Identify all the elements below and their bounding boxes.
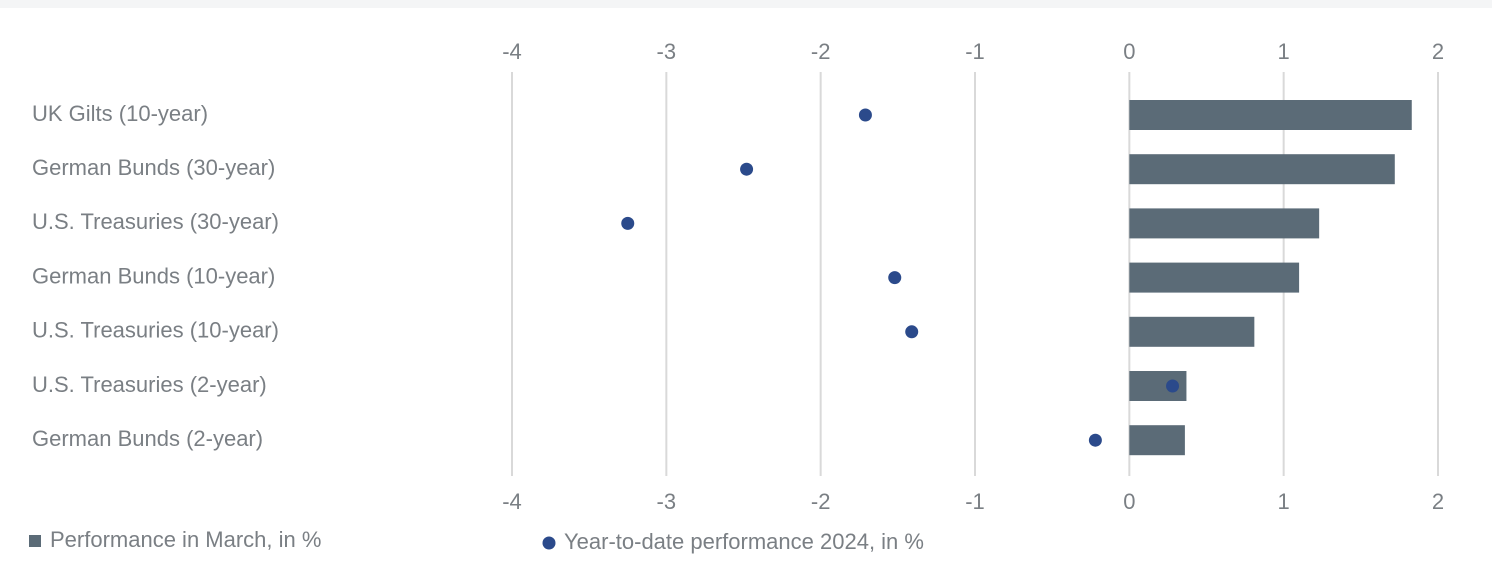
bar (1129, 316, 1255, 347)
x-tick-label-top: 1 (1278, 39, 1290, 64)
dot (1088, 433, 1102, 447)
x-tick-label-bottom: -2 (811, 489, 831, 514)
category-label: U.S. Treasuries (10-year) (32, 318, 279, 343)
x-tick-label-top: -1 (965, 39, 985, 64)
x-tick-label-bottom: 1 (1278, 489, 1290, 514)
bar (1129, 208, 1320, 239)
x-tick-label-top: 0 (1123, 39, 1135, 64)
dot (905, 325, 919, 339)
x-tick-label-top: -3 (657, 39, 677, 64)
x-tick-label-top: -4 (502, 39, 522, 64)
category-label: German Bunds (30-year) (32, 155, 275, 180)
x-tick-label-bottom: 0 (1123, 489, 1135, 514)
legend-label: Year-to-date performance 2024, in % (564, 529, 924, 554)
top-band (0, 0, 1492, 8)
category-label: U.S. Treasuries (2-year) (32, 372, 267, 397)
category-label: German Bunds (2-year) (32, 426, 263, 451)
legend-label: Performance in March, in % (50, 527, 321, 552)
x-tick-label-bottom: -3 (657, 489, 677, 514)
dot (740, 162, 754, 176)
category-label: UK Gilts (10-year) (32, 101, 208, 126)
legend-marker (29, 535, 41, 547)
bar (1129, 425, 1185, 456)
x-tick-label-bottom: 2 (1432, 489, 1444, 514)
legend-marker (542, 536, 556, 550)
x-tick-label-top: -2 (811, 39, 831, 64)
bar (1129, 262, 1300, 293)
category-label: German Bunds (10-year) (32, 263, 275, 288)
dot (621, 216, 635, 230)
bar (1129, 100, 1412, 130)
bar (1129, 154, 1395, 185)
category-label: U.S. Treasuries (30-year) (32, 209, 279, 234)
x-tick-label-bottom: -4 (502, 489, 522, 514)
dot (858, 108, 872, 122)
dot (888, 271, 902, 285)
dot (1166, 379, 1180, 393)
x-tick-label-bottom: -1 (965, 489, 985, 514)
x-tick-label-top: 2 (1432, 39, 1444, 64)
